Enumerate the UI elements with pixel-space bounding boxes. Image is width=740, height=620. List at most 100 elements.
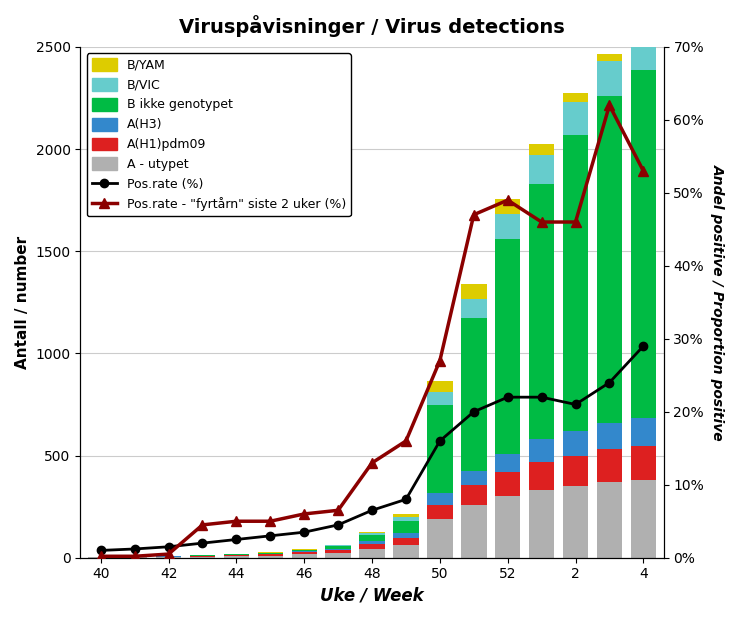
Legend: B/YAM, B/VIC, B ikke genotypet, A(H3), A(H1)pdm09, A - utypet, Pos.rate (%), Pos: B/YAM, B/VIC, B ikke genotypet, A(H3), A…	[87, 53, 351, 216]
Bar	[630, 35, 656, 41]
Bar	[630, 41, 656, 71]
Pos.rate (%)	[571, 401, 580, 408]
Bar	[461, 485, 486, 505]
Pos.rate (%)	[334, 521, 343, 529]
Pos.rate (%)	[503, 394, 512, 401]
Bar	[461, 284, 486, 299]
Bar	[360, 541, 385, 544]
X-axis label: Uke / Week: Uke / Week	[320, 587, 424, 605]
Bar	[596, 96, 622, 423]
Bar	[427, 494, 453, 505]
Bar	[563, 93, 588, 102]
Bar	[596, 450, 622, 482]
Bar	[529, 184, 554, 439]
Bar	[360, 544, 385, 549]
Bar	[326, 552, 351, 558]
Pos.rate - "fyrtårn" siste 2 uker (%)	[334, 507, 343, 514]
Bar	[292, 551, 317, 552]
Title: Viruspåvisninger / Virus detections: Viruspåvisninger / Virus detections	[179, 15, 565, 37]
Bar	[360, 531, 385, 533]
Pos.rate (%)	[232, 536, 240, 543]
Bar	[596, 61, 622, 96]
Bar	[495, 472, 520, 497]
Bar	[360, 533, 385, 535]
Bar	[427, 392, 453, 405]
Pos.rate - "fyrtårn" siste 2 uker (%)	[605, 102, 614, 109]
Bar	[461, 299, 486, 317]
Pos.rate (%)	[605, 379, 614, 386]
Bar	[563, 486, 588, 558]
Pos.rate - "fyrtårn" siste 2 uker (%)	[503, 197, 512, 204]
Bar	[258, 556, 283, 558]
Pos.rate (%)	[435, 437, 444, 445]
Pos.rate - "fyrtårn" siste 2 uker (%)	[368, 459, 377, 467]
Bar	[461, 317, 486, 471]
Pos.rate - "fyrtårn" siste 2 uker (%)	[130, 552, 139, 560]
Pos.rate (%)	[164, 543, 173, 551]
Bar	[495, 497, 520, 558]
Y-axis label: Andel positive / Proportion positive: Andel positive / Proportion positive	[711, 164, 725, 441]
Bar	[427, 519, 453, 558]
Pos.rate (%)	[368, 507, 377, 514]
Bar	[529, 462, 554, 490]
Pos.rate - "fyrtårn" siste 2 uker (%)	[639, 167, 648, 175]
Pos.rate - "fyrtårn" siste 2 uker (%)	[469, 211, 478, 218]
Bar	[427, 381, 453, 392]
Pos.rate - "fyrtårn" siste 2 uker (%)	[435, 357, 444, 365]
Pos.rate (%)	[469, 408, 478, 415]
Bar	[630, 446, 656, 480]
Bar	[529, 439, 554, 462]
Bar	[258, 554, 283, 556]
Pos.rate (%)	[130, 545, 139, 552]
Bar	[326, 549, 351, 550]
Pos.rate (%)	[402, 495, 411, 503]
Bar	[495, 215, 520, 239]
Bar	[393, 533, 419, 538]
Pos.rate (%)	[639, 342, 648, 350]
Bar	[630, 480, 656, 558]
Bar	[393, 521, 419, 533]
Pos.rate - "fyrtårn" siste 2 uker (%)	[266, 518, 275, 525]
Bar	[360, 549, 385, 558]
Bar	[495, 199, 520, 215]
Bar	[529, 144, 554, 155]
Bar	[393, 538, 419, 546]
Pos.rate - "fyrtårn" siste 2 uker (%)	[300, 510, 309, 518]
Bar	[630, 71, 656, 418]
Bar	[596, 482, 622, 558]
Pos.rate - "fyrtårn" siste 2 uker (%)	[571, 218, 580, 226]
Pos.rate - "fyrtårn" siste 2 uker (%)	[198, 521, 207, 529]
Bar	[563, 135, 588, 431]
Bar	[326, 545, 351, 546]
Pos.rate - "fyrtårn" siste 2 uker (%)	[232, 518, 240, 525]
Pos.rate (%)	[198, 539, 207, 547]
Bar	[630, 418, 656, 446]
Bar	[461, 505, 486, 558]
Bar	[529, 490, 554, 558]
Bar	[393, 517, 419, 521]
Bar	[495, 239, 520, 453]
Bar	[393, 546, 419, 558]
Line: Pos.rate (%): Pos.rate (%)	[97, 342, 648, 555]
Pos.rate (%)	[300, 528, 309, 536]
Bar	[461, 471, 486, 485]
Bar	[223, 556, 249, 558]
Pos.rate (%)	[96, 547, 105, 554]
Bar	[563, 431, 588, 456]
Line: Pos.rate - "fyrtårn" siste 2 uker (%): Pos.rate - "fyrtårn" siste 2 uker (%)	[96, 100, 648, 561]
Bar	[292, 554, 317, 558]
Bar	[360, 535, 385, 541]
Bar	[292, 552, 317, 554]
Pos.rate - "fyrtårn" siste 2 uker (%)	[537, 218, 546, 226]
Pos.rate - "fyrtårn" siste 2 uker (%)	[402, 437, 411, 445]
Bar	[189, 557, 215, 558]
Bar	[393, 514, 419, 517]
Bar	[427, 405, 453, 494]
Bar	[495, 453, 520, 472]
Bar	[427, 505, 453, 519]
Bar	[292, 550, 317, 551]
Bar	[596, 423, 622, 450]
Pos.rate (%)	[266, 532, 275, 539]
Bar	[326, 546, 351, 549]
Pos.rate - "fyrtårn" siste 2 uker (%)	[164, 551, 173, 558]
